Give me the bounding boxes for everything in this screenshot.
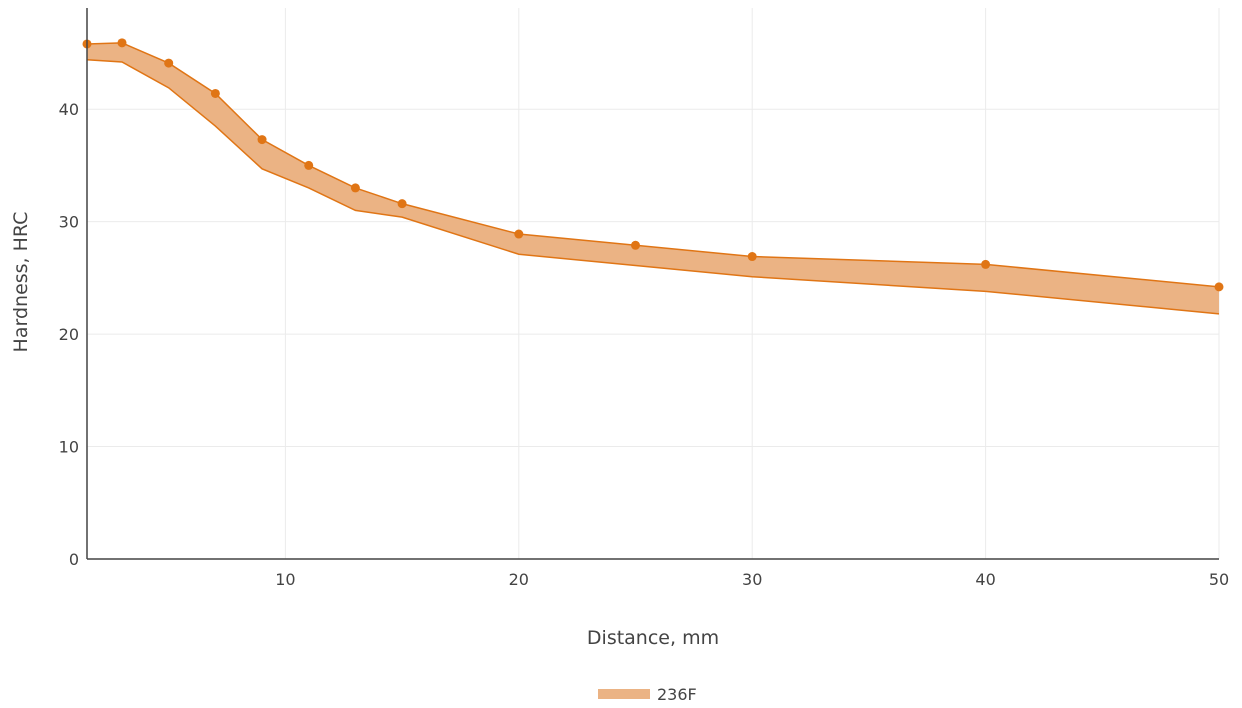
y-tick-label: 30 [59,213,79,232]
data-point[interactable] [350,183,360,193]
legend-label: 236F [657,685,697,704]
y-axis-title: Hardness, HRC [10,212,32,353]
axes [86,8,1219,560]
data-point[interactable] [630,240,640,250]
x-tick-label: 10 [275,570,295,589]
data-point[interactable] [304,160,314,170]
y-tick-label: 0 [69,550,79,569]
data-point[interactable] [257,135,267,145]
x-tick-label: 20 [509,570,529,589]
y-tick-label: 20 [59,325,79,344]
x-tick-label: 40 [975,570,995,589]
series-band-fill [87,42,1219,314]
y-tick-label: 10 [59,438,79,457]
legend-swatch [598,689,650,699]
x-tick-label: 30 [742,570,762,589]
data-point[interactable] [164,58,174,68]
data-point[interactable] [117,38,127,48]
legend[interactable]: 236F [598,685,697,704]
data-point[interactable] [210,88,220,98]
data-point[interactable] [514,229,524,239]
tick-labels: 10 20 30 40 50 0 10 20 30 40 [59,100,1230,589]
x-axis-title: Distance, mm [587,627,719,649]
y-tick-label: 40 [59,100,79,119]
series-lower-line [86,58,1220,315]
data-point[interactable] [397,199,407,209]
data-point[interactable] [1214,282,1224,292]
data-point[interactable] [747,252,757,262]
data-point[interactable] [981,259,991,269]
legend-item[interactable]: 236F [598,685,697,704]
series-band-layer [86,42,1220,315]
x-tick-label: 50 [1209,570,1229,589]
